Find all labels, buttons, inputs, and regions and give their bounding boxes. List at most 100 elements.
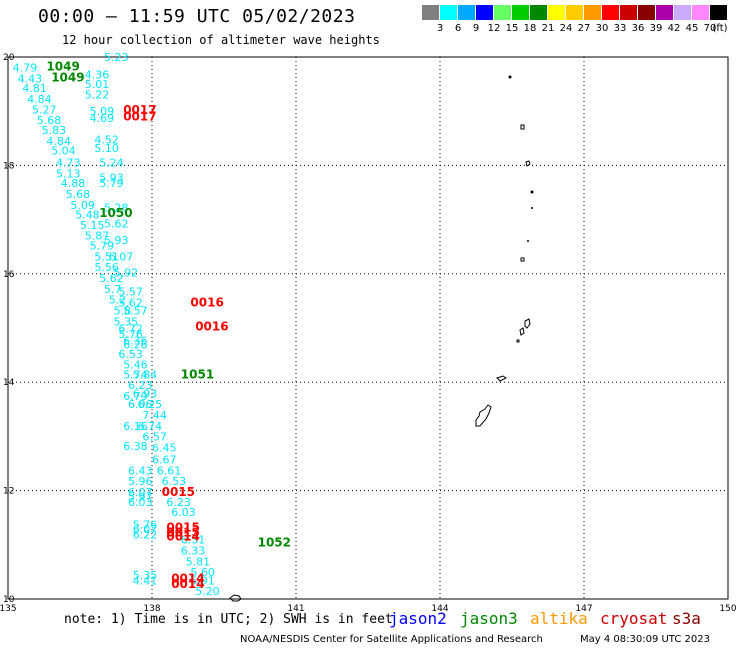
wave-height-value: 5.60	[190, 566, 215, 579]
legend-swatch	[620, 5, 637, 20]
legend-swatch	[674, 5, 691, 20]
pass-id-label: 0016	[195, 320, 228, 334]
wave-height-value: 6.26	[123, 339, 148, 352]
legend-label: 27	[577, 23, 591, 34]
wave-height-value: 6.67	[152, 454, 177, 467]
wave-height-value: 5.09	[90, 105, 115, 118]
wave-height-value: 5.79	[90, 239, 115, 252]
wave-height-value: 6.43	[128, 464, 153, 477]
wave-height-value: 5.24	[99, 156, 124, 169]
pass-id-label: 1052	[258, 535, 291, 549]
legend-swatch	[638, 5, 655, 20]
wave-height-value: 6.36	[123, 334, 148, 347]
island	[229, 594, 242, 602]
legend-label: 36	[631, 23, 645, 34]
wave-height-value: 5.79	[99, 177, 124, 190]
wave-height-value: 5.8	[114, 304, 132, 317]
wave-height-value: 5.83	[42, 124, 67, 137]
wave-height-value: 5.62	[99, 272, 124, 285]
wave-height-value: 4.52	[94, 134, 119, 147]
wave-height-value: 5.81	[186, 555, 211, 568]
wave-height-value: 5.91	[190, 574, 215, 587]
wave-height-value: 5.27	[32, 103, 57, 116]
island	[496, 375, 507, 382]
wave-height-value: 4.79	[13, 62, 38, 75]
satellite-jason3: jason3	[460, 609, 518, 628]
wave-height-value: 5.09	[70, 199, 95, 212]
legend-label: 3	[436, 23, 444, 34]
pass-id-label: 0014	[166, 529, 199, 543]
wave-height-value: 6.31	[181, 534, 206, 547]
wave-height-value: 4.43	[18, 72, 42, 85]
island	[508, 75, 512, 79]
wave-height-value: 6.33	[181, 545, 206, 558]
wave-height-value: 6.23	[128, 379, 153, 392]
legend-swatch	[602, 5, 619, 20]
wave-height-value: 7.44	[142, 409, 167, 422]
pass-id-label: 1051	[181, 367, 214, 381]
island	[520, 124, 525, 130]
lon-label: 138	[143, 604, 160, 614]
pass-id-label: 0017	[123, 103, 156, 117]
legend-label: 70	[703, 23, 717, 34]
wave-height-value: 6.38	[123, 440, 148, 453]
wave-height-value: 5.28	[104, 201, 129, 214]
legend-swatch	[440, 5, 457, 20]
credit-line: NOAA/NESDIS Center for Satellite Applica…	[240, 634, 543, 645]
satellite-jason2: jason2	[389, 609, 447, 628]
legend-swatch	[512, 5, 529, 20]
lat-label: 10	[3, 595, 15, 605]
wave-height-value: 5.68	[37, 114, 62, 127]
footer-note: note: 1) Time is in UTC; 2) SWH is in fe…	[64, 612, 393, 627]
legend-swatch	[422, 5, 439, 20]
color-legend: 3 6 9 12 15 18 21 24 27 30 33 36 39 42 45 70 (ft)	[422, 5, 728, 37]
wave-height-value: 4.84	[27, 93, 52, 106]
wave-height-value: 4.88	[61, 177, 86, 190]
pass-id-label: 1049	[51, 70, 84, 84]
wave-height-value: 5.84	[133, 368, 158, 381]
wave-height-value: 6.07	[109, 250, 134, 263]
pass-id-label: 0015	[166, 526, 199, 540]
wave-height-value: 6.25	[138, 398, 163, 411]
wave-height-value: 6.79	[123, 390, 148, 403]
island	[527, 240, 529, 242]
wave-height-value: 5.15	[80, 219, 105, 232]
wave-height-value: 5.23	[104, 51, 129, 64]
legend-label: 42	[667, 23, 681, 34]
island	[531, 207, 533, 209]
wave-height-value: 5.7	[104, 283, 122, 296]
legend-label: 18	[523, 23, 537, 34]
wave-height-value: 6.23	[166, 496, 191, 509]
axis-labels: 135 138 141 144 147 150 20 18 16 14 12 10	[0, 53, 737, 614]
wave-height-value: 4.84	[46, 135, 71, 148]
wave-height-value: 5.04	[51, 145, 75, 158]
island	[519, 327, 525, 336]
wave-height-value: 5.93	[104, 234, 129, 247]
legend-label: 45	[685, 23, 699, 34]
wave-height-value: 4.69	[90, 112, 115, 125]
wave-height-value: 5.35	[114, 315, 139, 328]
pass-id-label: 0014	[171, 572, 204, 586]
wave-height-value: 6.07	[133, 523, 158, 536]
legend-label: 24	[559, 23, 573, 34]
track-labels: 1049104900170017105000160016105100150015…	[46, 60, 291, 592]
wave-height-value: 5.76	[133, 519, 158, 532]
wave-height-value: 6.53	[162, 475, 187, 488]
pass-id-label: 0015	[166, 520, 199, 534]
legend-swatch	[656, 5, 673, 20]
wave-height-value: 5.48	[75, 209, 100, 222]
satellite-s3a: s3a	[672, 609, 701, 628]
lon-label: 135	[0, 604, 17, 614]
islands	[229, 75, 534, 602]
legend-swatch	[692, 5, 709, 20]
wave-height-value: 6.07	[128, 486, 153, 499]
wave-height-value: 5.10	[94, 142, 119, 155]
legend-swatch	[566, 5, 583, 20]
wave-height-labels: 5.234.794.43 4.365.014.814.84 5.225.27 5.09…	[13, 51, 220, 598]
wave-height-value: 5.01	[85, 78, 110, 91]
pass-id-label: 1049	[46, 60, 79, 74]
pass-id-label: 0014	[171, 577, 204, 591]
wave-height-value: 5.35	[133, 569, 158, 582]
wave-height-value: 5.96	[128, 475, 153, 488]
lon-label: 150	[719, 604, 736, 614]
